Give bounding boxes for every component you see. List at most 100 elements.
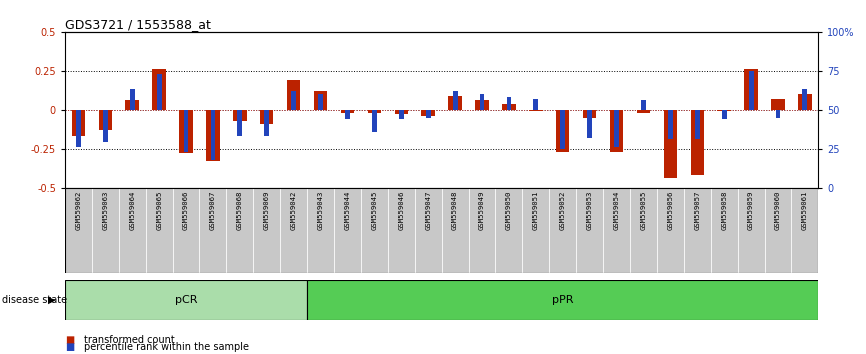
Bar — [179, 110, 193, 153]
Bar — [657, 188, 684, 273]
Text: GSM559059: GSM559059 — [748, 190, 754, 229]
Bar — [776, 110, 780, 118]
Bar — [641, 101, 646, 110]
Bar — [415, 188, 442, 273]
Text: GSM559054: GSM559054 — [614, 190, 619, 229]
Text: GSM559046: GSM559046 — [398, 190, 404, 229]
Text: GSM559053: GSM559053 — [586, 190, 592, 229]
Bar — [549, 188, 576, 273]
Text: GSM559050: GSM559050 — [506, 190, 512, 229]
Bar — [749, 71, 753, 110]
Bar — [145, 188, 172, 273]
Bar — [587, 110, 592, 138]
Bar — [684, 188, 711, 273]
Bar — [334, 188, 361, 273]
Bar — [291, 91, 296, 110]
Text: GSM559056: GSM559056 — [668, 190, 674, 229]
Bar — [507, 97, 511, 110]
Bar — [614, 110, 619, 147]
Bar — [126, 101, 139, 110]
Bar — [72, 110, 85, 136]
Bar — [368, 110, 381, 113]
Bar — [603, 188, 630, 273]
Text: GSM559055: GSM559055 — [641, 190, 646, 229]
Bar — [695, 110, 700, 139]
Bar — [157, 74, 162, 110]
Bar — [803, 90, 807, 110]
Text: GSM559068: GSM559068 — [237, 190, 242, 229]
Bar — [453, 91, 457, 110]
Bar — [772, 99, 785, 110]
Bar — [184, 110, 189, 152]
Text: pPR: pPR — [552, 295, 573, 305]
Bar — [345, 110, 350, 119]
Bar — [119, 188, 145, 273]
Bar — [721, 110, 727, 119]
Bar — [560, 110, 565, 149]
Bar — [152, 69, 166, 110]
Text: GSM559065: GSM559065 — [156, 190, 162, 229]
Bar — [765, 188, 792, 273]
Bar — [502, 103, 515, 110]
Text: GSM559048: GSM559048 — [452, 190, 458, 229]
Bar — [287, 80, 301, 110]
Bar — [226, 188, 253, 273]
Bar — [307, 188, 334, 273]
Text: GSM559052: GSM559052 — [559, 190, 565, 229]
Bar — [103, 110, 107, 142]
Bar — [711, 188, 738, 273]
Bar — [130, 90, 134, 110]
Bar — [495, 188, 522, 273]
Bar — [65, 280, 307, 320]
Bar — [199, 188, 226, 273]
Bar — [307, 280, 818, 320]
Bar — [475, 101, 488, 110]
Text: GSM559049: GSM559049 — [479, 190, 485, 229]
Text: disease state: disease state — [2, 295, 67, 305]
Bar — [233, 110, 247, 121]
Text: GSM559067: GSM559067 — [210, 190, 216, 229]
Text: GSM559051: GSM559051 — [533, 190, 539, 229]
Bar — [361, 188, 388, 273]
Bar — [260, 110, 274, 124]
Bar — [792, 188, 818, 273]
Bar — [637, 110, 650, 113]
Bar — [99, 110, 112, 130]
Text: transformed count: transformed count — [84, 335, 175, 345]
Bar — [449, 96, 462, 110]
Bar — [469, 188, 495, 273]
Bar — [533, 99, 539, 110]
Text: pCR: pCR — [175, 295, 197, 305]
Bar — [253, 188, 281, 273]
Bar — [663, 110, 677, 178]
Text: GSM559047: GSM559047 — [425, 190, 431, 229]
Bar — [210, 110, 216, 160]
Bar — [264, 110, 269, 136]
Bar — [426, 110, 430, 118]
Text: ■: ■ — [65, 342, 74, 352]
Bar — [388, 188, 415, 273]
Bar — [717, 110, 731, 111]
Bar — [422, 110, 435, 116]
Bar — [690, 110, 704, 175]
Bar — [480, 94, 484, 110]
Bar — [745, 69, 758, 110]
Text: GSM559063: GSM559063 — [102, 190, 108, 229]
Text: GSM559045: GSM559045 — [372, 190, 378, 229]
Bar — [556, 110, 570, 152]
Text: GSM559057: GSM559057 — [695, 190, 701, 229]
Bar — [522, 188, 549, 273]
Bar — [340, 110, 354, 113]
Bar — [206, 110, 220, 161]
Bar — [610, 110, 624, 152]
Text: GSM559069: GSM559069 — [264, 190, 269, 229]
Bar — [281, 188, 307, 273]
Bar — [372, 110, 377, 132]
Bar — [65, 188, 92, 273]
Bar — [668, 110, 673, 139]
Bar — [630, 188, 657, 273]
Text: ▶: ▶ — [48, 295, 55, 305]
Text: GSM559042: GSM559042 — [291, 190, 297, 229]
Text: GSM559058: GSM559058 — [721, 190, 727, 229]
Bar — [172, 188, 199, 273]
